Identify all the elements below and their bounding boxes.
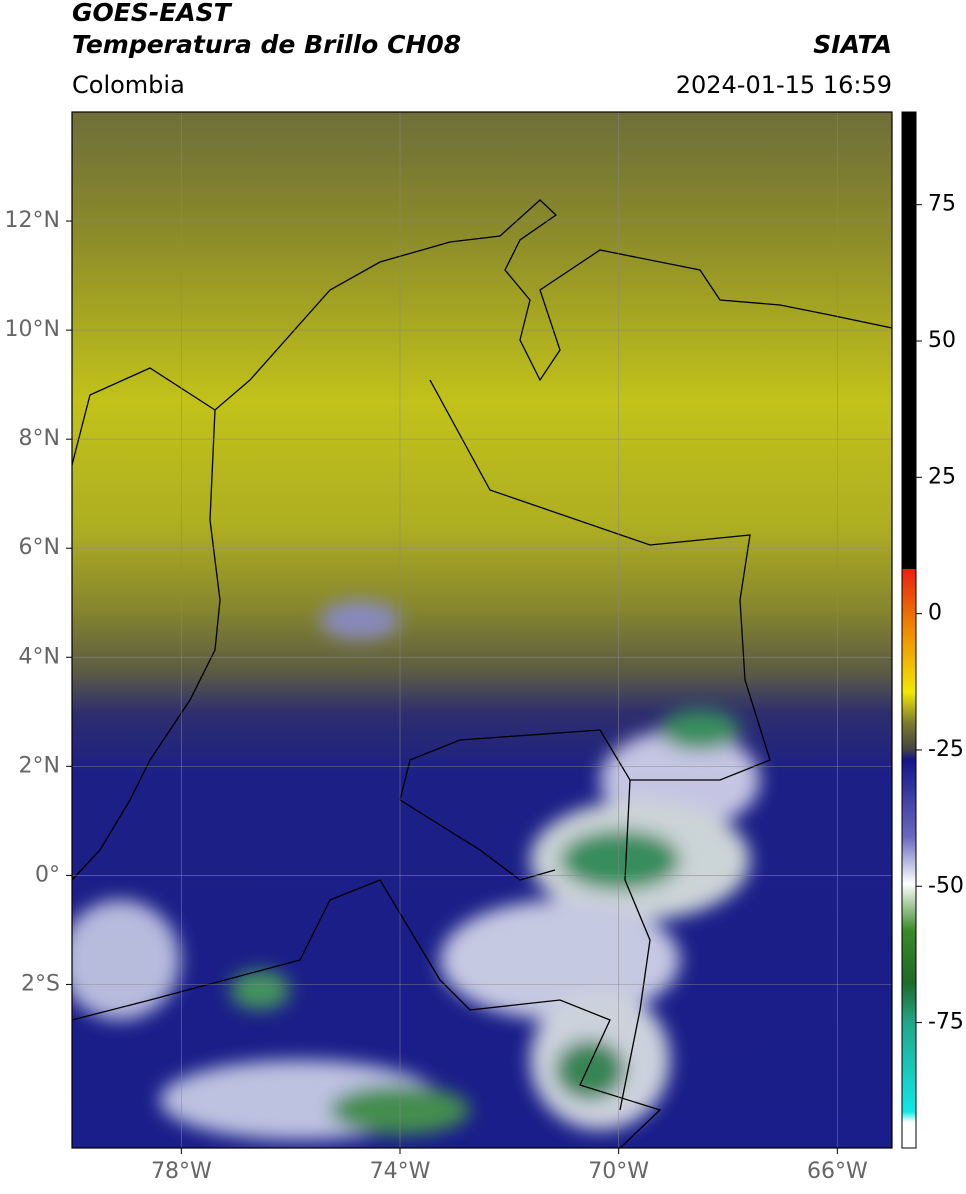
y-tick-label: 2°N [19,753,60,778]
x-tick-label: 70°W [588,1159,649,1184]
grid [72,112,892,1148]
colorbar-tick-label: 75 [928,192,956,217]
colorbar-tick-label: -25 [928,737,964,762]
source: SIATA [813,30,892,59]
y-tick-label: 2°S [21,971,60,996]
colorbar [901,111,917,1149]
colorbar-tick-label: 0 [928,601,942,626]
y-tick-label: 10°N [5,317,60,342]
x-tick-label: 66°W [807,1159,868,1184]
colorbar-tick-label: 50 [928,328,956,353]
colorbar-tick-label: -50 [928,873,964,898]
y-tick-label: 4°N [19,644,60,669]
map-image [72,112,892,1148]
colorbar-tick-label: 25 [928,464,956,489]
x-tick-label: 74°W [370,1159,431,1184]
region: Colombia [72,71,185,99]
y-tick-label: 0° [35,862,60,887]
colorbar-tick-label: -75 [928,1010,964,1035]
y-tick-label: 8°N [19,426,60,451]
subtitle: Temperatura de Brillo CH08 [72,30,461,59]
datetime: 2024-01-15 16:59 [676,71,892,99]
y-tick-label: 12°N [5,208,60,233]
x-tick-label: 78°W [151,1159,212,1184]
title: GOES-EAST [72,0,233,27]
map-frame [71,111,893,1149]
y-tick-label: 6°N [19,535,60,560]
